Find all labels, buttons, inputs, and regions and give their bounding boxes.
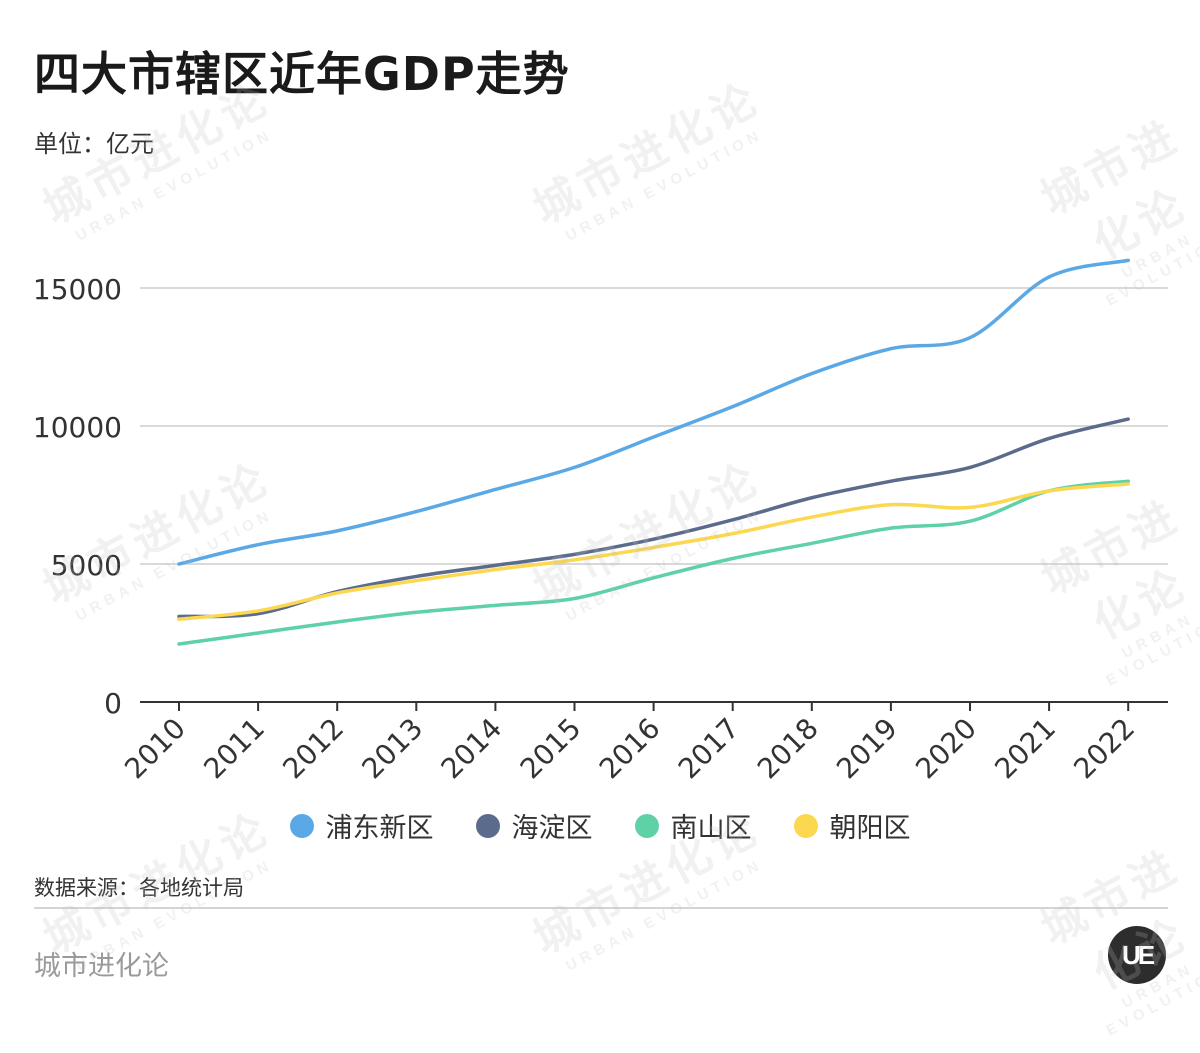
x-tick-label: 2013	[356, 712, 430, 786]
watermark: 城市进化论 URBAN EVOLUTION	[1010, 821, 1200, 1053]
legend-label: 朝阳区	[829, 813, 911, 844]
legend-marker	[793, 813, 818, 838]
legend-label: 浦东新区	[325, 813, 434, 844]
chart-title: 四大市辖区近年GDP走势	[34, 47, 570, 101]
series-line-3	[177, 479, 1130, 646]
brand-name: 城市进化论	[34, 951, 169, 982]
legend-marker	[634, 813, 659, 838]
legend-item: 南山区	[634, 806, 752, 845]
legend: 浦东新区 海淀区 南山区 朝阳区	[0, 806, 1200, 845]
x-tick-label: 2020	[909, 712, 983, 786]
source-note: 数据来源：各地统计局	[34, 876, 244, 900]
x-tick-label: 2011	[197, 712, 271, 786]
x-tick-label: 2010	[118, 712, 192, 786]
x-tick-label: 2015	[514, 712, 588, 786]
series-line-4	[177, 482, 1130, 621]
watermark-en: URBAN EVOLUTION	[562, 855, 766, 975]
legend-item: 朝阳区	[793, 806, 911, 845]
unit-label: 单位：亿元	[34, 130, 154, 158]
y-tick-label: 0	[104, 687, 122, 720]
series-line-1	[177, 258, 1130, 566]
x-tick-label: 2012	[276, 712, 350, 786]
x-tick-label: 2019	[830, 712, 904, 786]
watermark-cn: 城市进化论	[1032, 839, 1198, 1001]
footer-divider	[34, 907, 1168, 909]
x-tick-label: 2014	[435, 712, 509, 786]
legend-marker	[475, 813, 500, 838]
x-tick-label: 2016	[593, 712, 667, 786]
legend-label: 南山区	[670, 813, 752, 844]
legend-item: 海淀区	[475, 806, 593, 845]
x-tick-label: 2021	[988, 712, 1062, 786]
logo-text: UE	[1121, 939, 1155, 970]
legend-label: 海淀区	[511, 813, 593, 844]
x-tick-label: 2018	[751, 712, 825, 786]
y-tick-label: 10000	[33, 411, 122, 444]
legend-marker	[289, 813, 314, 838]
y-tick-label: 5000	[51, 549, 122, 582]
x-tick-label: 2017	[672, 712, 746, 786]
x-tick-label: 2022	[1067, 712, 1141, 786]
brand-logo: UE	[1108, 926, 1166, 984]
legend-item: 浦东新区	[289, 806, 434, 845]
y-tick-label: 15000	[33, 273, 122, 306]
